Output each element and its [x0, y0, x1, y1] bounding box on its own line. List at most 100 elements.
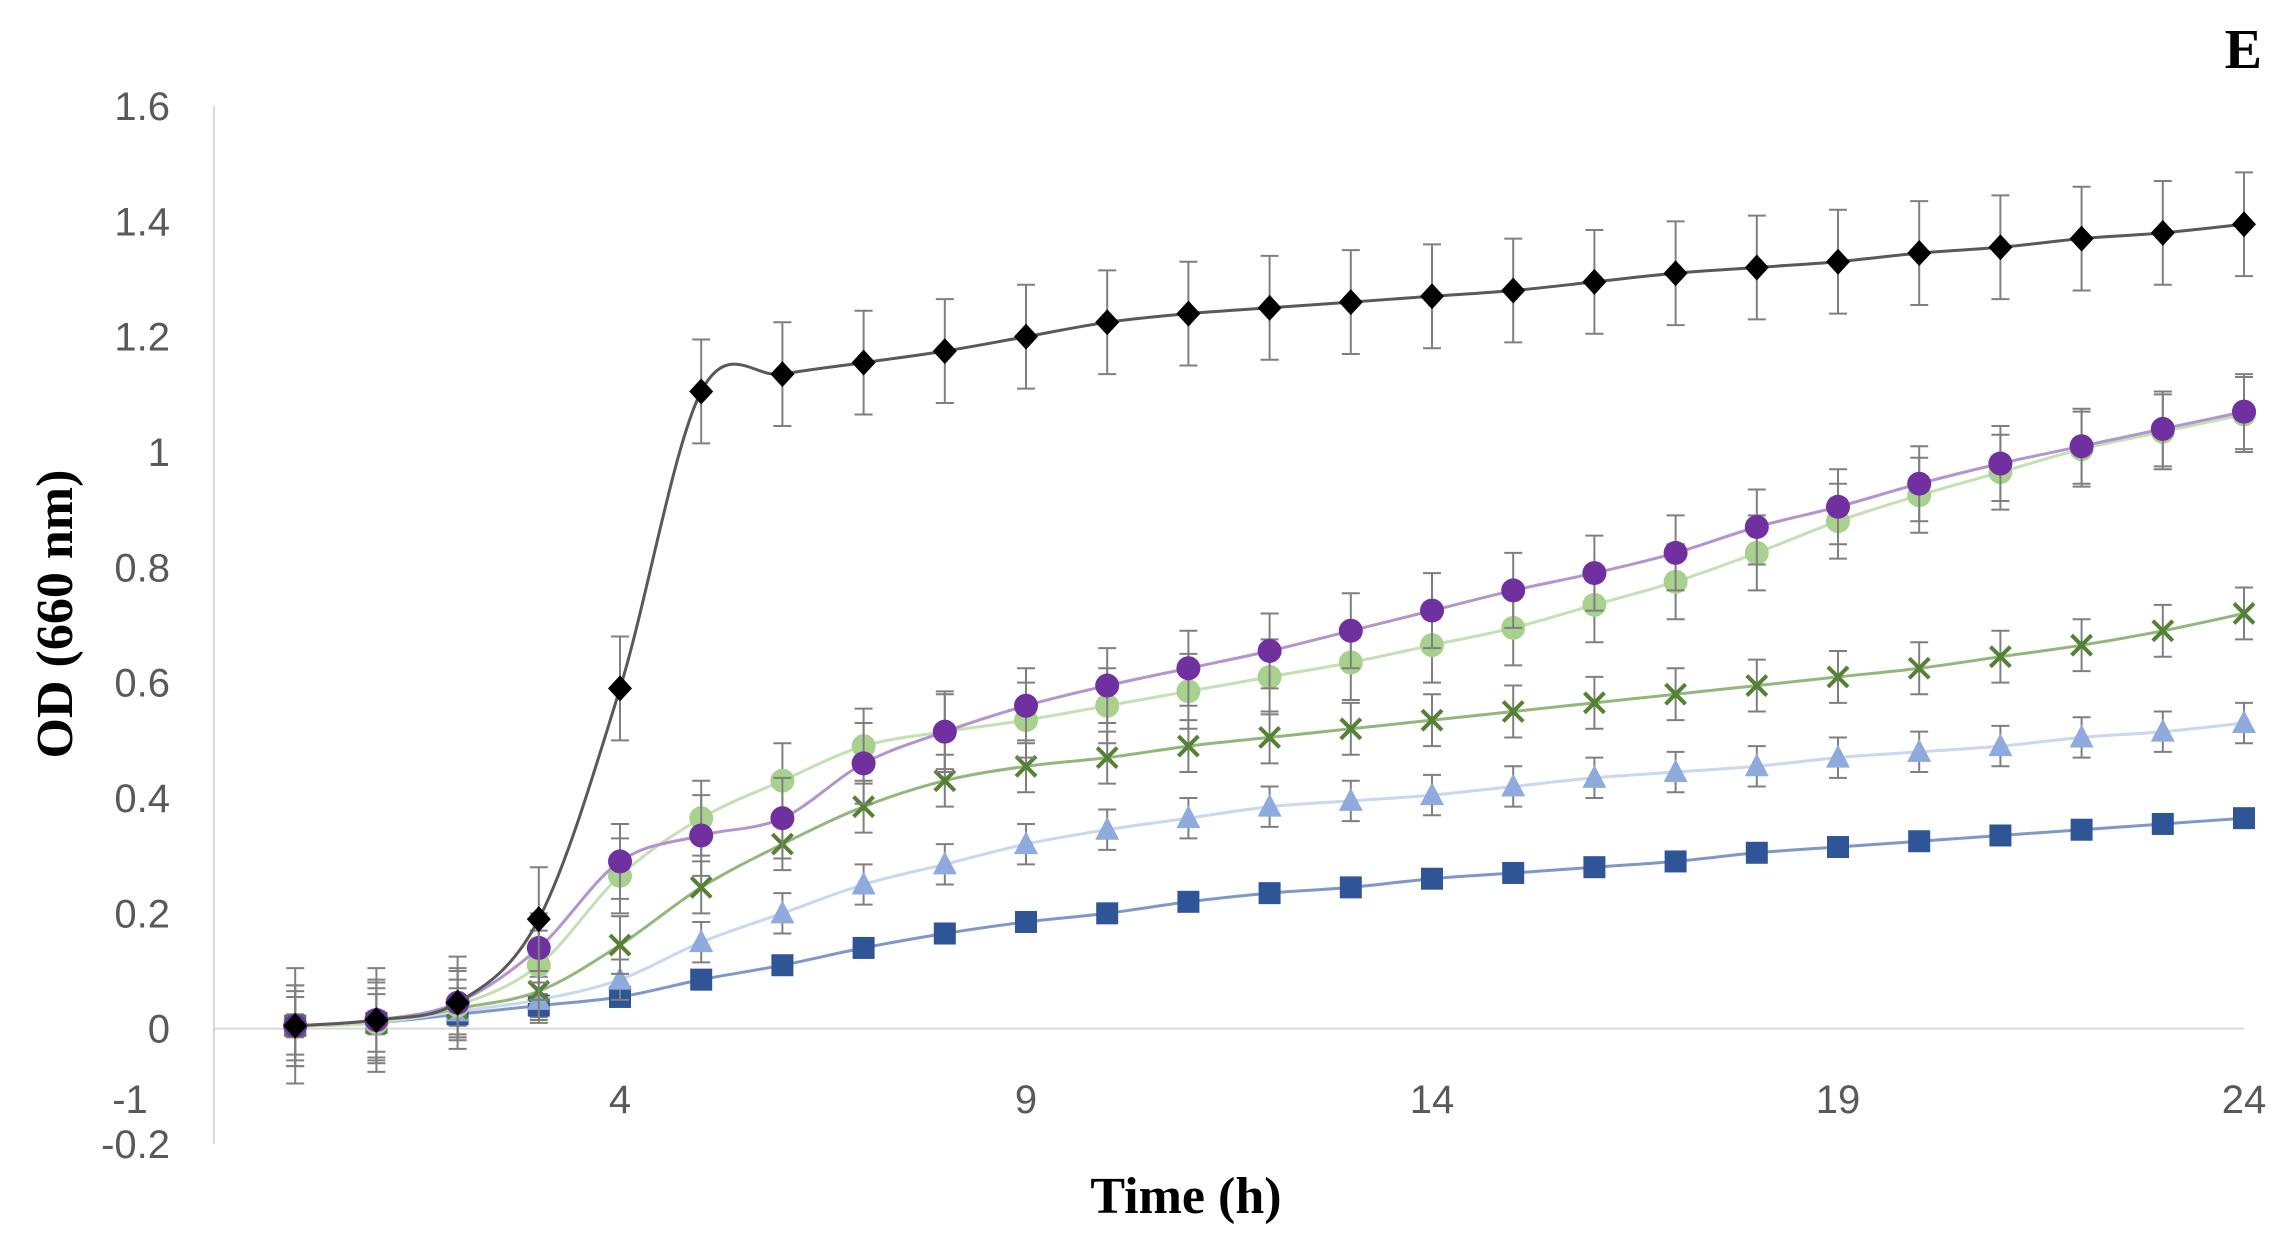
- data-point: [2151, 619, 2175, 643]
- data-point: [608, 675, 632, 702]
- data-point: [932, 851, 957, 875]
- data-point: [1096, 902, 1119, 925]
- y-axis-title: OD (660 nm): [27, 470, 84, 759]
- data-point: [1988, 451, 2013, 476]
- data-point: [932, 338, 957, 365]
- data-point: [770, 900, 795, 924]
- data-point: [1257, 638, 1282, 663]
- data-point: [1582, 691, 1606, 715]
- data-point: [2069, 434, 2094, 459]
- data-point: [2070, 633, 2094, 657]
- data-point: [689, 378, 714, 405]
- data-point: [933, 922, 956, 945]
- tick-labels: -0.2 0 0.2 0.4 0.6 0.8 1 1.2 1.4 1.6 -1 4 9 14 19 24: [101, 85, 2266, 1167]
- data-point: [1421, 867, 1443, 890]
- data-series: [283, 171, 2256, 1085]
- y-tick-label: 0.2: [114, 892, 170, 936]
- data-point: [364, 1007, 389, 1034]
- data-point: [1664, 850, 1687, 873]
- panel-label: E: [2225, 19, 2262, 81]
- data-point: [2069, 225, 2094, 252]
- data-point: [2150, 718, 2175, 742]
- data-point: [771, 954, 794, 977]
- series-line: [295, 816, 2245, 1028]
- data-point: [1257, 294, 1282, 321]
- data-point: [1582, 561, 1607, 586]
- data-point: [1501, 277, 1526, 304]
- data-point: [1745, 674, 1769, 697]
- data-point: [1014, 754, 1038, 778]
- data-point: [1176, 734, 1200, 758]
- data-point: [1745, 841, 1768, 864]
- y-tick-label: 1.2: [114, 316, 170, 360]
- data-point: [689, 929, 714, 953]
- data-point: [1177, 890, 1200, 913]
- data-point: [2150, 219, 2175, 246]
- data-point: [1501, 700, 1525, 723]
- data-point: [1176, 805, 1201, 829]
- data-point: [1420, 283, 1444, 310]
- data-point: [1015, 910, 1037, 933]
- y-tick-label: 1.6: [114, 85, 170, 129]
- data-point: [770, 806, 795, 831]
- data-point: [608, 966, 632, 990]
- data-point: [852, 936, 875, 959]
- data-point: [1907, 471, 1932, 496]
- x-tick-label: 14: [1410, 1078, 1455, 1122]
- data-point: [1095, 309, 1120, 336]
- data-point: [283, 1012, 308, 1039]
- data-point: [2232, 710, 2256, 734]
- data-point: [689, 875, 713, 899]
- series-black-diamond: [283, 171, 2256, 1085]
- data-point: [1907, 656, 1931, 680]
- y-tick-label: 0: [148, 1008, 170, 1052]
- data-point: [1014, 693, 1038, 718]
- data-point: [932, 719, 957, 744]
- y-tick-label: -0.2: [101, 1123, 170, 1167]
- x-tick-label: 19: [1816, 1078, 1861, 1122]
- data-point: [526, 906, 551, 933]
- data-point: [1663, 260, 1688, 287]
- x-tick-label: 9: [1015, 1078, 1037, 1122]
- data-point: [1907, 738, 1932, 762]
- data-point: [1501, 578, 1526, 603]
- data-point: [608, 849, 632, 874]
- data-point: [1908, 830, 1931, 853]
- data-point: [1176, 300, 1201, 327]
- data-point: [1014, 831, 1038, 855]
- x-tick-label: 24: [2222, 1078, 2267, 1122]
- data-point: [1826, 744, 1850, 768]
- data-point: [2232, 602, 2256, 625]
- data-point: [1744, 514, 1769, 539]
- data-point: [852, 795, 876, 819]
- data-point: [1826, 494, 1850, 519]
- data-point: [689, 823, 714, 848]
- data-point: [1258, 726, 1282, 749]
- data-point: [1338, 289, 1363, 316]
- data-point: [1663, 759, 1688, 783]
- data-point: [851, 751, 876, 776]
- data-point: [1988, 733, 2013, 757]
- data-point: [1014, 323, 1038, 350]
- data-point: [1826, 665, 1850, 689]
- data-point: [1907, 240, 1932, 267]
- data-point: [1095, 816, 1120, 840]
- data-point: [2232, 399, 2256, 424]
- data-point: [1095, 673, 1120, 698]
- data-point: [1258, 882, 1281, 905]
- data-point: [1989, 824, 2012, 847]
- x-axis-title: Time (h): [1090, 1168, 1281, 1225]
- data-point: [1988, 234, 2013, 261]
- data-point: [1744, 254, 1769, 281]
- data-point: [1664, 682, 1688, 706]
- data-point: [1420, 598, 1444, 623]
- data-point: [2151, 812, 2174, 835]
- data-point: [1339, 876, 1362, 899]
- data-point: [1583, 856, 1606, 879]
- data-point: [1826, 248, 1850, 275]
- data-point: [608, 933, 632, 957]
- data-point: [1827, 836, 1849, 859]
- y-tick-label: 1: [148, 431, 170, 475]
- data-point: [851, 349, 876, 376]
